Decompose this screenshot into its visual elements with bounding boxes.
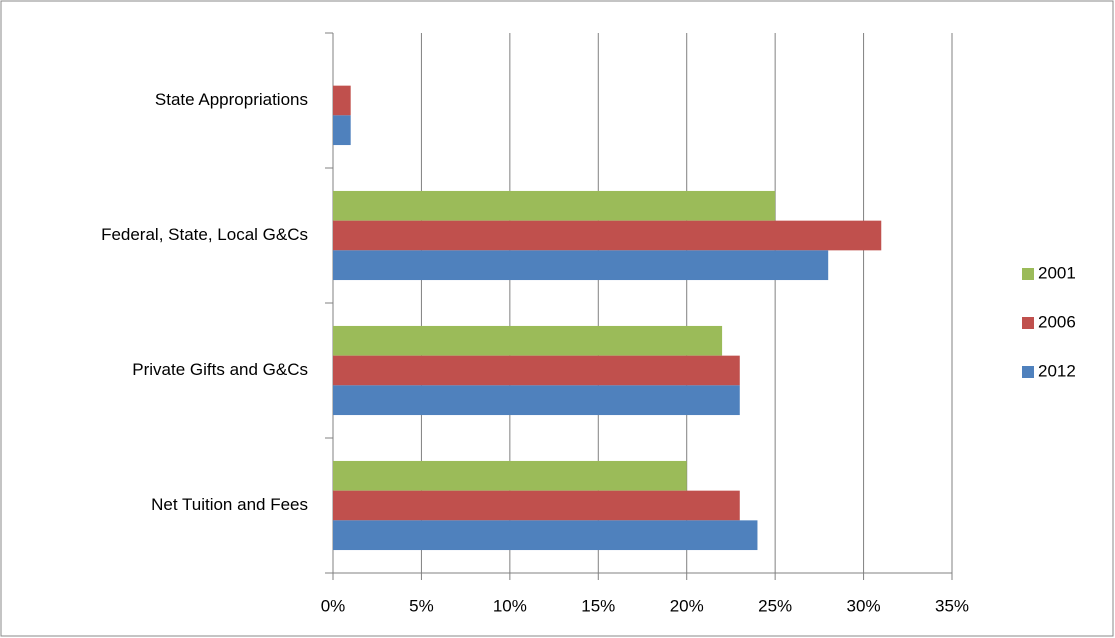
bar — [333, 490, 740, 521]
bar — [333, 385, 740, 416]
y-tick-label: Federal, State, Local G&Cs — [101, 225, 308, 244]
bar — [333, 115, 351, 146]
x-tick-label: 15% — [581, 596, 615, 615]
bar — [333, 460, 687, 491]
bar — [333, 325, 723, 356]
y-tick-label: Private Gifts and G&Cs — [132, 360, 308, 379]
x-tick-label: 30% — [847, 596, 881, 615]
bar — [333, 190, 776, 221]
legend-label: 2012 — [1038, 361, 1076, 380]
bar — [333, 520, 758, 551]
bar — [333, 355, 740, 386]
y-tick-label: Net Tuition and Fees — [151, 495, 308, 514]
legend-swatch — [1022, 268, 1034, 280]
bar — [333, 220, 882, 251]
legend-swatch — [1022, 317, 1034, 329]
x-tick-label: 5% — [409, 596, 434, 615]
bar — [333, 250, 829, 281]
legend-swatch — [1022, 366, 1034, 378]
legend-label: 2001 — [1038, 263, 1076, 282]
x-tick-label: 0% — [321, 596, 346, 615]
legend-label: 2006 — [1038, 312, 1076, 331]
x-tick-label: 20% — [670, 596, 704, 615]
x-tick-label: 35% — [935, 596, 969, 615]
bar — [333, 85, 351, 116]
x-tick-label: 25% — [758, 596, 792, 615]
y-tick-label: State Appropriations — [155, 90, 308, 109]
x-tick-label: 10% — [493, 596, 527, 615]
